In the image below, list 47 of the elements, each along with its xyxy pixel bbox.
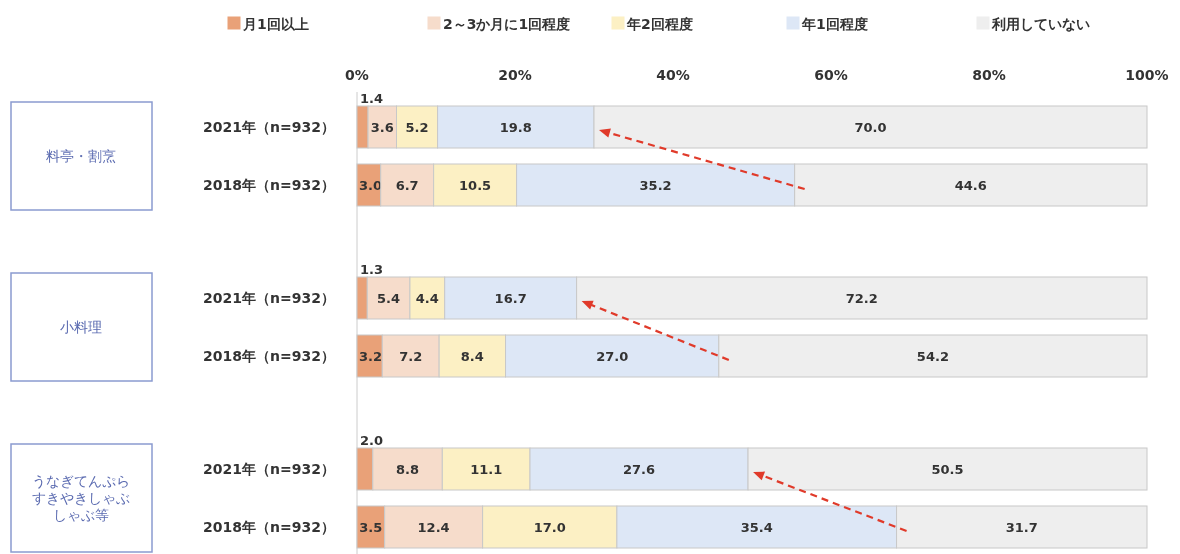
data-label: 10.5 bbox=[459, 178, 492, 193]
data-label: 8.8 bbox=[396, 462, 420, 477]
data-label: 1.4 bbox=[360, 91, 384, 106]
x-tick-label: 40% bbox=[656, 67, 690, 83]
data-label: 3.0 bbox=[359, 178, 383, 193]
y-tick-label: 2018年（n=932） bbox=[203, 519, 335, 535]
y-tick-label: 2018年（n=932） bbox=[203, 348, 335, 364]
x-tick-label: 100% bbox=[1125, 67, 1169, 83]
data-label: 12.4 bbox=[417, 520, 450, 535]
data-label: 3.2 bbox=[359, 349, 383, 364]
legend-label: 年2回程度 bbox=[626, 16, 693, 32]
data-label: 11.1 bbox=[470, 462, 503, 477]
data-label: 70.0 bbox=[854, 120, 887, 135]
data-label: 31.7 bbox=[1005, 520, 1038, 535]
data-label: 3.6 bbox=[370, 120, 394, 135]
data-label: 72.2 bbox=[845, 291, 878, 306]
y-tick-label: 2021年（n=932） bbox=[203, 119, 335, 135]
data-label: 7.2 bbox=[399, 349, 423, 364]
x-tick-label: 60% bbox=[814, 67, 848, 83]
y-tick-label: 2018年（n=932） bbox=[203, 177, 335, 193]
data-label: 16.7 bbox=[494, 291, 527, 306]
legend-label: 利用していない bbox=[991, 16, 1090, 32]
data-label: 5.4 bbox=[377, 291, 401, 306]
legend-label: 2～3か月に1回程度 bbox=[443, 16, 571, 32]
data-label: 8.4 bbox=[460, 349, 484, 364]
data-label: 27.6 bbox=[622, 462, 656, 477]
data-label: 27.0 bbox=[596, 349, 629, 364]
data-label: 54.2 bbox=[916, 349, 949, 364]
x-tick-label: 20% bbox=[498, 67, 532, 83]
x-tick-label: 0% bbox=[345, 67, 369, 83]
legend-label: 月1回以上 bbox=[242, 16, 309, 32]
y-tick-label: 2021年（n=932） bbox=[203, 290, 335, 306]
y-tick-label: 2021年（n=932） bbox=[203, 461, 335, 477]
data-label: 50.5 bbox=[931, 462, 964, 477]
data-label: 35.2 bbox=[639, 178, 672, 193]
data-label: 6.7 bbox=[395, 178, 419, 193]
data-label: 44.6 bbox=[954, 178, 987, 193]
data-label: 17.0 bbox=[533, 520, 566, 535]
data-label: 4.4 bbox=[415, 291, 439, 306]
data-label: 3.5 bbox=[359, 520, 383, 535]
data-label: 2.0 bbox=[360, 433, 384, 448]
data-label: 5.2 bbox=[405, 120, 429, 135]
x-tick-label: 80% bbox=[972, 67, 1006, 83]
data-label: 1.3 bbox=[360, 262, 384, 277]
data-label: 35.4 bbox=[740, 520, 773, 535]
data-label: 19.8 bbox=[499, 120, 532, 135]
legend-label: 年1回程度 bbox=[801, 16, 868, 32]
